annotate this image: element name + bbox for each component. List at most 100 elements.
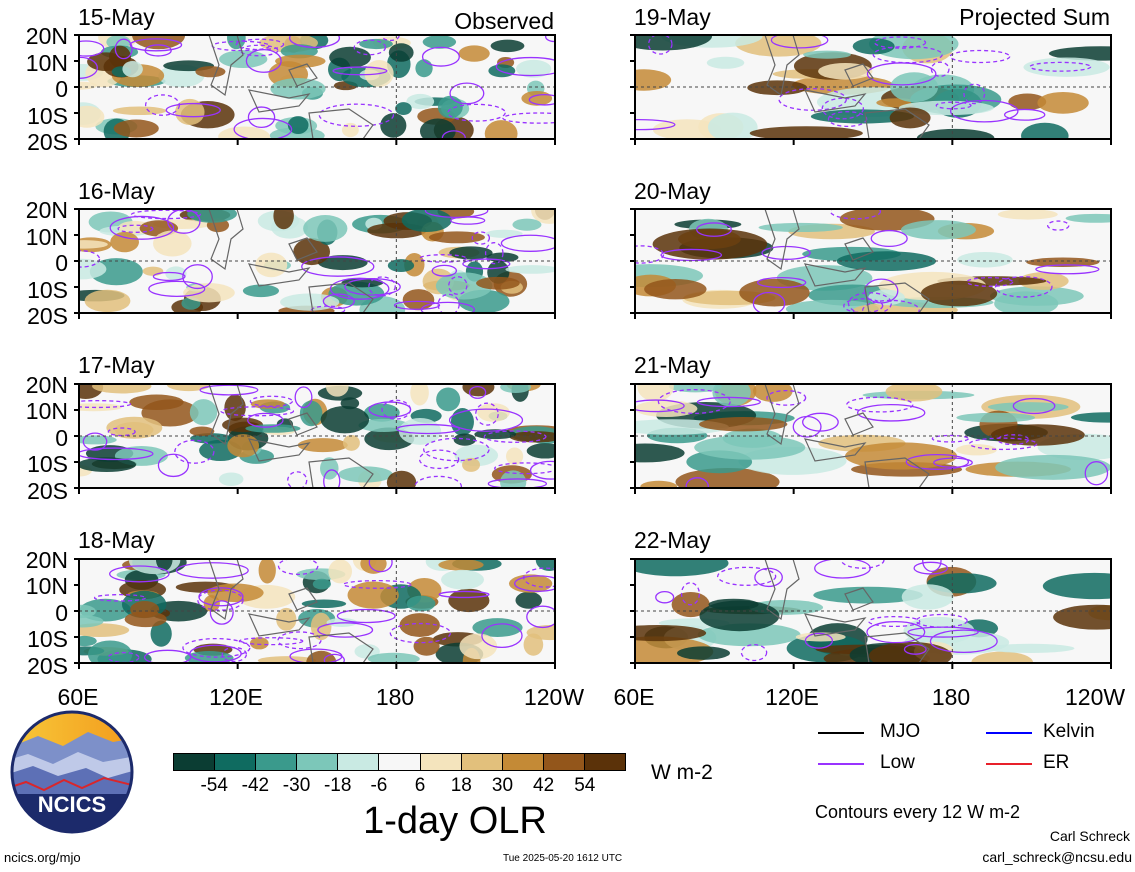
low-contour [685, 477, 709, 488]
olr-anomaly [472, 618, 523, 637]
low-contour [905, 453, 970, 470]
olr-anomaly [994, 291, 1059, 313]
colorbar-swatch [338, 754, 380, 770]
olr-anomaly [276, 607, 297, 631]
lat-label: 10N [25, 50, 68, 76]
low-contour [868, 615, 921, 628]
low-contour [821, 97, 865, 120]
coastline [844, 412, 874, 436]
low-contour [438, 590, 490, 599]
low-contour [484, 242, 504, 265]
olr-anomaly [258, 559, 276, 584]
olr-anomaly [79, 598, 132, 622]
map-panel [630, 34, 1112, 145]
olr-anomaly [448, 588, 490, 613]
olr-anomaly [450, 408, 474, 436]
low-contour [277, 559, 319, 576]
olr-anomaly [404, 252, 425, 277]
coastline [844, 237, 874, 261]
low-contour [368, 276, 396, 297]
low-contour [143, 649, 192, 663]
olr-anomaly [694, 435, 806, 460]
lat-label: 10N [25, 398, 68, 424]
lat-label: 0 [55, 250, 68, 276]
low-contour [198, 587, 244, 607]
colorbar-tick-label: -54 [200, 775, 228, 796]
olr-anomaly [515, 591, 543, 609]
olr-anomaly [531, 209, 555, 224]
low-contour [144, 94, 181, 116]
panel-date: 20-May [634, 178, 711, 204]
map-panel [630, 208, 1112, 319]
olr-anomaly [297, 438, 348, 453]
low-contour [1003, 108, 1046, 121]
low-contour [175, 562, 249, 579]
olr-anomaly [437, 95, 463, 119]
olr-anomaly [175, 98, 205, 126]
low-contour [528, 93, 555, 106]
olr-anomaly [395, 102, 412, 116]
low-contour [189, 644, 242, 663]
lat-label: 20S [27, 303, 68, 329]
olr-anomaly [150, 620, 172, 647]
olr-anomaly [1048, 46, 1111, 61]
low-contour [471, 231, 491, 245]
lat-label: 20N [25, 547, 68, 573]
coastline [764, 209, 800, 271]
olr-anomaly [512, 218, 542, 231]
low-contour [873, 36, 927, 49]
olr-anomaly [402, 289, 435, 311]
olr-anomaly [635, 443, 685, 463]
low-contour [680, 582, 700, 606]
olr-anomaly [124, 611, 167, 628]
low-contour [323, 469, 341, 488]
panel-date: 22-May [634, 527, 711, 553]
coastline [247, 613, 311, 637]
olr-anomaly [299, 400, 323, 427]
low-contour [209, 600, 234, 625]
low-contour [450, 216, 486, 225]
colorbar-tick-label: 42 [533, 775, 555, 796]
coastline [247, 263, 311, 287]
olr-anomaly [410, 384, 429, 406]
low-contour [368, 559, 393, 573]
olr-anomaly [422, 35, 457, 49]
coastline [288, 412, 318, 436]
legend-line-low [818, 763, 864, 765]
lat-label: 10S [27, 451, 68, 477]
olr-anomaly [458, 45, 490, 62]
coastline [864, 632, 930, 663]
olr-map-panels [74, 34, 1112, 669]
coastline [208, 209, 244, 271]
low-contour [381, 399, 412, 420]
olr-anomaly [844, 442, 958, 470]
low-contour [277, 631, 322, 650]
olr-anomaly [87, 640, 133, 663]
olr-anomaly [79, 105, 105, 128]
coastline [247, 89, 311, 113]
olr-anomaly [79, 635, 97, 647]
olr-anomaly [955, 444, 997, 456]
olr-anomaly [387, 259, 415, 272]
olr-anomaly [317, 255, 368, 271]
lon-label: 180 [375, 684, 415, 710]
low-contour [117, 224, 154, 233]
low-contour [114, 38, 133, 60]
low-contour [288, 35, 341, 49]
low-contour [655, 590, 675, 604]
olr-anomaly [325, 384, 349, 397]
lon-label: 120E [765, 684, 819, 710]
olr-anomaly [92, 384, 152, 394]
low-contour [329, 277, 390, 300]
lat-label: 20N [25, 372, 68, 398]
olr-anomaly [707, 112, 758, 139]
low-contour [245, 49, 282, 73]
olr-anomaly [706, 56, 745, 69]
low-contour [197, 589, 244, 611]
low-contour [862, 299, 920, 313]
low-contour [287, 471, 308, 488]
footer-timestamp: Tue 2025-05-20 1612 UTC [503, 853, 623, 864]
olr-anomaly [635, 559, 729, 577]
colorbar-tick-label: 30 [491, 775, 514, 796]
olr-anomaly [250, 637, 269, 650]
